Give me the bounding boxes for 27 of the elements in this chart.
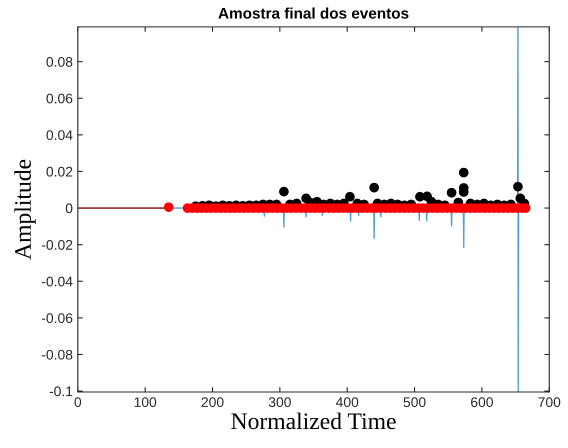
point — [345, 192, 355, 202]
point — [369, 182, 379, 192]
y-tick-label: 0.06 — [46, 94, 72, 104]
y-tick-label: 0.02 — [46, 166, 72, 177]
y-tick-label: 0 — [66, 203, 72, 214]
point — [279, 186, 289, 196]
y-tick-label: -0.1 — [50, 386, 72, 396]
point — [513, 182, 523, 192]
x-tick-label: 600 — [471, 397, 493, 408]
y-tick-label: -0.04 — [42, 276, 73, 286]
x-tick-label: 300 — [268, 397, 291, 408]
x-tick-label: 700 — [538, 397, 560, 408]
y-tick-label: -0.08 — [42, 350, 72, 360]
x-axis-title: Normalized Time — [231, 412, 396, 430]
chart-title: Amostra final dos eventos — [218, 7, 408, 19]
y-tick-label: 0.08 — [46, 56, 72, 67]
x-tick-label: 500 — [404, 397, 426, 408]
x-tick-label: 100 — [134, 397, 156, 408]
y-tick-label: -0.02 — [42, 240, 72, 250]
point — [446, 188, 456, 198]
x-tick-label: 200 — [202, 397, 224, 408]
y-tick-label: 0.04 — [46, 130, 73, 140]
x-tick-label: 0 — [74, 397, 82, 408]
y-tick-label: -0.06 — [42, 313, 72, 324]
x-tick-label: 400 — [336, 397, 358, 408]
point — [458, 168, 469, 178]
y-axis-title: Amplitude — [14, 160, 36, 260]
